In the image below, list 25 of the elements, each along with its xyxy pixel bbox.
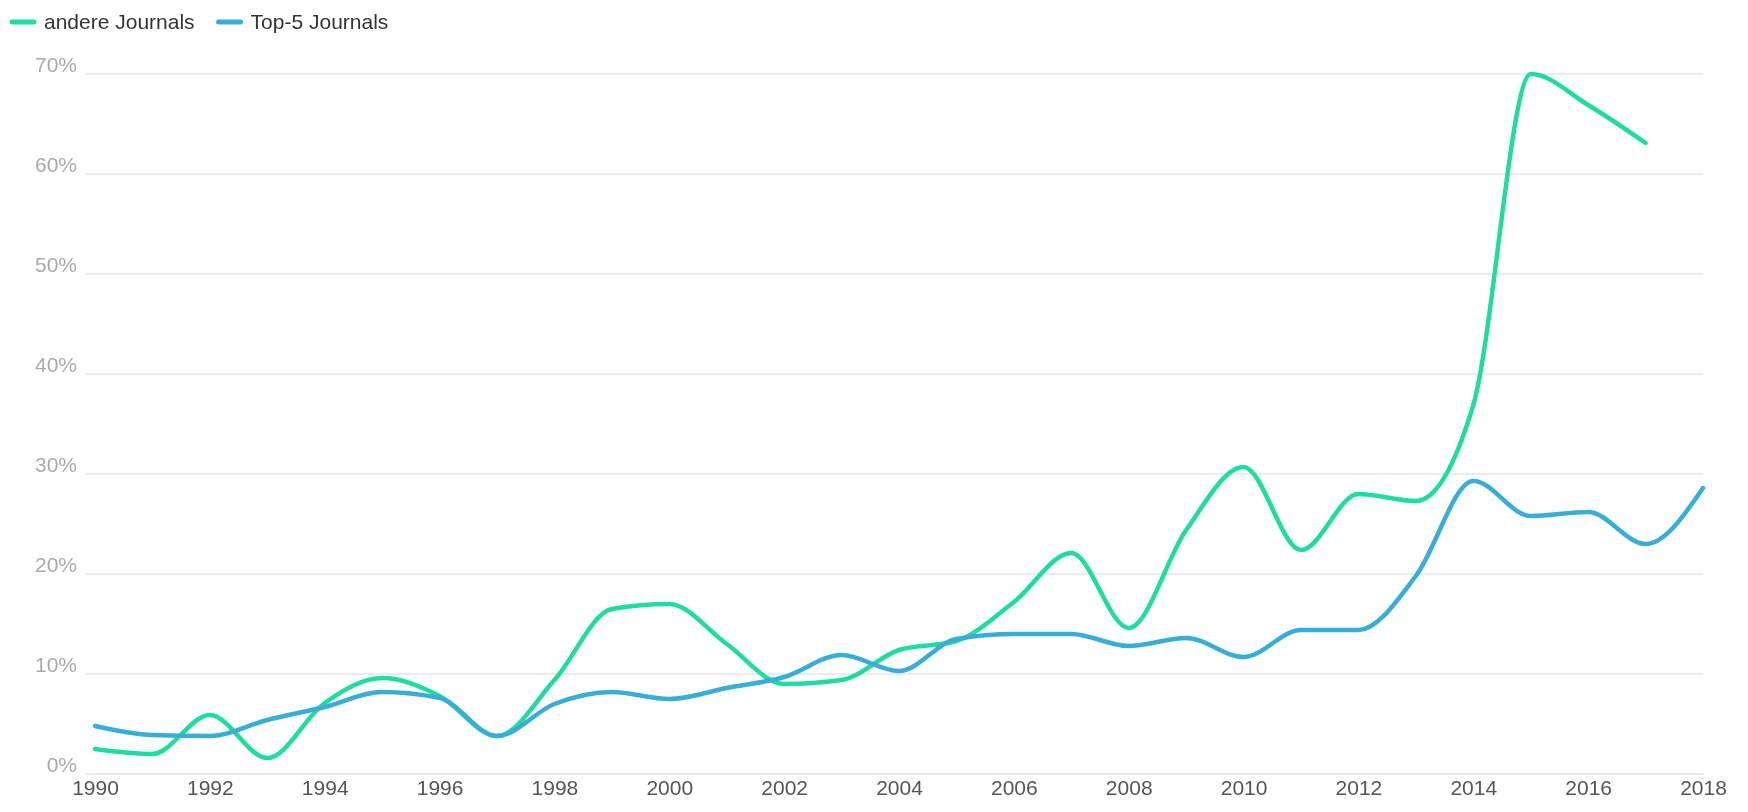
x-tick-label: 2016	[1565, 775, 1612, 799]
y-tick-label: 0%	[46, 753, 77, 777]
x-tick-label: 2018	[1680, 775, 1727, 799]
x-tick-label: 1990	[72, 775, 119, 799]
x-tick-label: 1996	[416, 775, 464, 799]
x-tick-label: 2000	[646, 775, 694, 799]
x-tick-label: 1992	[187, 775, 234, 799]
legend-label: Top-5 Journals	[250, 10, 389, 34]
y-tick-label: 70%	[34, 53, 77, 77]
y-tick-label: 50%	[34, 253, 77, 277]
y-tick-label: 30%	[34, 453, 77, 477]
x-tick-label: 2012	[1335, 775, 1383, 799]
x-tick-label: 2004	[876, 775, 924, 799]
x-tick-label: 2002	[761, 775, 808, 799]
x-tick-label: 1998	[531, 775, 579, 799]
x-tick-label: 2010	[1220, 775, 1268, 799]
x-tick-label: 1994	[301, 775, 349, 799]
y-tick-label: 20%	[34, 553, 77, 577]
x-tick-label: 2006	[991, 775, 1038, 799]
legend-label: andere Journals	[44, 10, 195, 34]
y-tick-label: 40%	[34, 353, 77, 377]
y-tick-label: 60%	[34, 153, 77, 177]
x-tick-label: 2008	[1105, 775, 1153, 799]
y-tick-label: 10%	[34, 653, 77, 677]
x-tick-label: 2014	[1450, 775, 1498, 799]
